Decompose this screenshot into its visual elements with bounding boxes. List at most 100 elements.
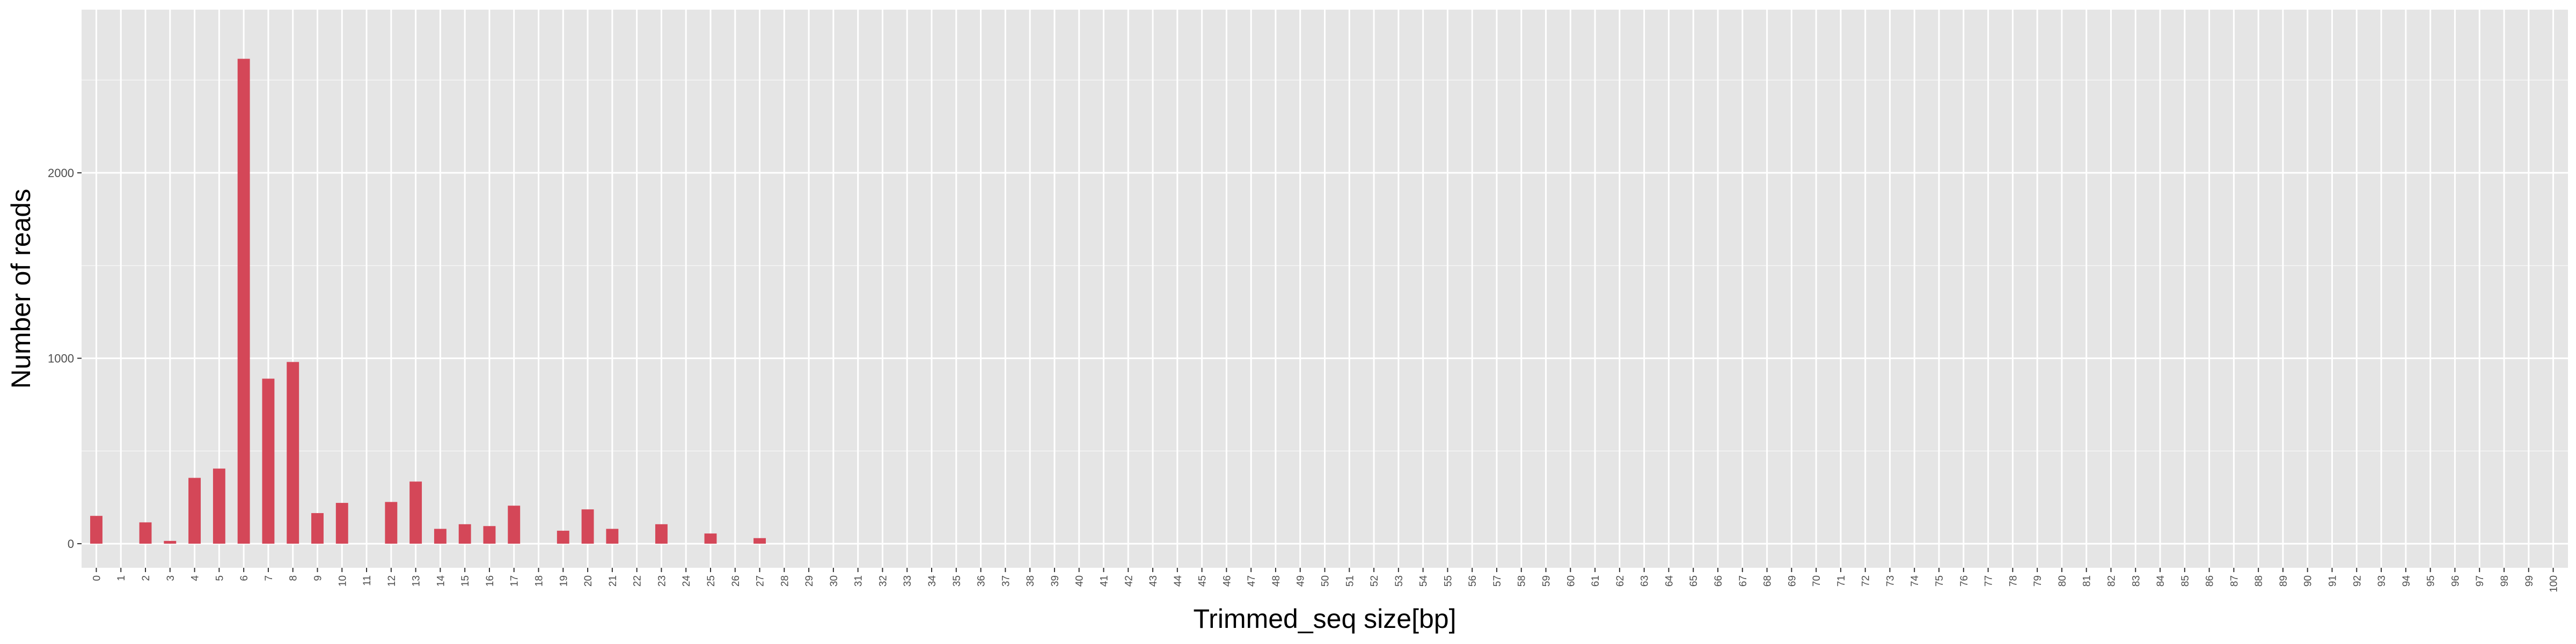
x-tick-label: 17 [509, 575, 521, 587]
x-tick-label: 90 [2303, 575, 2314, 587]
x-tick-label: 54 [1418, 575, 1430, 587]
x-tick-label: 62 [1615, 575, 1626, 587]
x-tick-label: 50 [1320, 575, 1331, 587]
x-tick-label: 74 [1909, 575, 1921, 587]
x-tick-label: 85 [2180, 575, 2191, 587]
x-tick-label: 99 [2524, 575, 2535, 587]
x-tick-label: 29 [804, 575, 815, 587]
x-tick-label: 18 [534, 575, 545, 587]
x-tick-label: 98 [2499, 575, 2511, 587]
x-tick-label: 8 [288, 575, 299, 581]
x-tick-label: 22 [632, 575, 643, 587]
x-tick-label: 76 [1959, 575, 1970, 587]
x-tick-label: 86 [2205, 575, 2216, 587]
x-tick-label: 41 [1099, 575, 1110, 587]
x-tick-label: 23 [656, 575, 668, 587]
x-tick-label: 66 [1713, 575, 1724, 587]
x-tick-label: 26 [730, 575, 742, 587]
x-axis-title: Trimmed_seq size[bp] [1194, 604, 1457, 634]
bar-13 [409, 481, 422, 544]
x-tick-label: 53 [1394, 575, 1405, 587]
x-tick-label: 31 [853, 575, 865, 587]
x-tick-label: 20 [583, 575, 594, 587]
x-tick-label: 34 [927, 575, 938, 587]
x-tick-label: 42 [1123, 575, 1135, 587]
x-tick-label: 80 [2057, 575, 2068, 587]
bar-16 [483, 526, 496, 544]
x-tick-label: 39 [1050, 575, 1061, 587]
x-tick-label: 65 [1688, 575, 1700, 587]
x-tick-label: 81 [2082, 575, 2093, 587]
x-tick-label: 37 [1000, 575, 1012, 587]
x-tick-label: 51 [1344, 575, 1356, 587]
x-tick-label: 33 [902, 575, 913, 587]
y-tick-label: 1000 [48, 352, 74, 365]
x-tick-label: 75 [1934, 575, 1945, 587]
x-tick-label: 19 [558, 575, 569, 587]
x-tick-label: 64 [1664, 575, 1675, 587]
x-tick-label: 97 [2475, 575, 2486, 587]
x-tick-label: 68 [1762, 575, 1774, 587]
x-tick-label: 35 [952, 575, 963, 587]
x-tick-label: 82 [2106, 575, 2117, 587]
x-tick-label: 87 [2229, 575, 2240, 587]
major-gridlines [82, 10, 2568, 568]
bar-0 [90, 516, 103, 544]
bar-2 [139, 522, 152, 544]
x-tick-label: 79 [2032, 575, 2044, 587]
x-tick-label: 44 [1173, 575, 1184, 587]
bars [90, 58, 766, 544]
x-tick-label: 92 [2352, 575, 2363, 587]
x-tick-label: 12 [386, 575, 398, 587]
bar-9 [311, 513, 324, 544]
bar-25 [704, 533, 717, 544]
x-tick-label: 72 [1861, 575, 1872, 587]
x-axis: 0 1 2 3 4 5 6 7 8 9 10 11 12 13 14 15 16 17 18 19 20 21 22 23 24… [91, 568, 2560, 592]
x-tick-label: 24 [681, 575, 692, 587]
x-tick-label: 46 [1221, 575, 1233, 587]
y-axis: 0 1000 2000 [48, 166, 82, 551]
x-tick-label: 43 [1148, 575, 1159, 587]
bar-10 [335, 503, 348, 544]
x-tick-label: 6 [239, 575, 250, 581]
x-tick-label: 89 [2278, 575, 2289, 587]
bar-12 [385, 502, 398, 544]
x-tick-label: 7 [264, 575, 275, 581]
x-tick-label: 5 [214, 575, 225, 581]
x-tick-label: 49 [1296, 575, 1307, 587]
x-tick-label: 84 [2155, 575, 2167, 587]
bar-14 [434, 529, 447, 544]
x-tick-label: 70 [1811, 575, 1823, 587]
bar-7 [262, 378, 275, 544]
x-tick-label: 0 [91, 575, 103, 581]
x-tick-label: 14 [435, 575, 447, 587]
y-tick-label: 0 [68, 537, 74, 551]
x-tick-label: 96 [2450, 575, 2461, 587]
x-tick-label: 91 [2328, 575, 2339, 587]
x-tick-label: 3 [165, 575, 177, 581]
x-tick-label: 48 [1271, 575, 1282, 587]
x-tick-label: 10 [337, 575, 348, 587]
x-tick-label: 100 [2549, 575, 2560, 592]
x-tick-label: 69 [1787, 575, 1798, 587]
x-tick-label: 36 [976, 575, 987, 587]
x-tick-label: 93 [2376, 575, 2388, 587]
x-tick-label: 61 [1590, 575, 1601, 587]
x-tick-label: 73 [1885, 575, 1896, 587]
y-tick-label: 2000 [48, 166, 74, 180]
x-tick-label: 55 [1443, 575, 1454, 587]
x-tick-label: 28 [779, 575, 791, 587]
bar-6 [237, 58, 250, 544]
bar-8 [287, 362, 299, 544]
x-tick-label: 38 [1025, 575, 1036, 587]
x-tick-label: 16 [485, 575, 496, 587]
bar-17 [508, 506, 521, 544]
x-tick-label: 25 [706, 575, 717, 587]
x-tick-label: 88 [2253, 575, 2265, 587]
y-axis-title: Number of reads [6, 189, 36, 389]
x-tick-label: 94 [2401, 575, 2412, 587]
x-tick-label: 59 [1541, 575, 1553, 587]
x-tick-label: 40 [1074, 575, 1086, 587]
x-tick-label: 71 [1836, 575, 1847, 587]
